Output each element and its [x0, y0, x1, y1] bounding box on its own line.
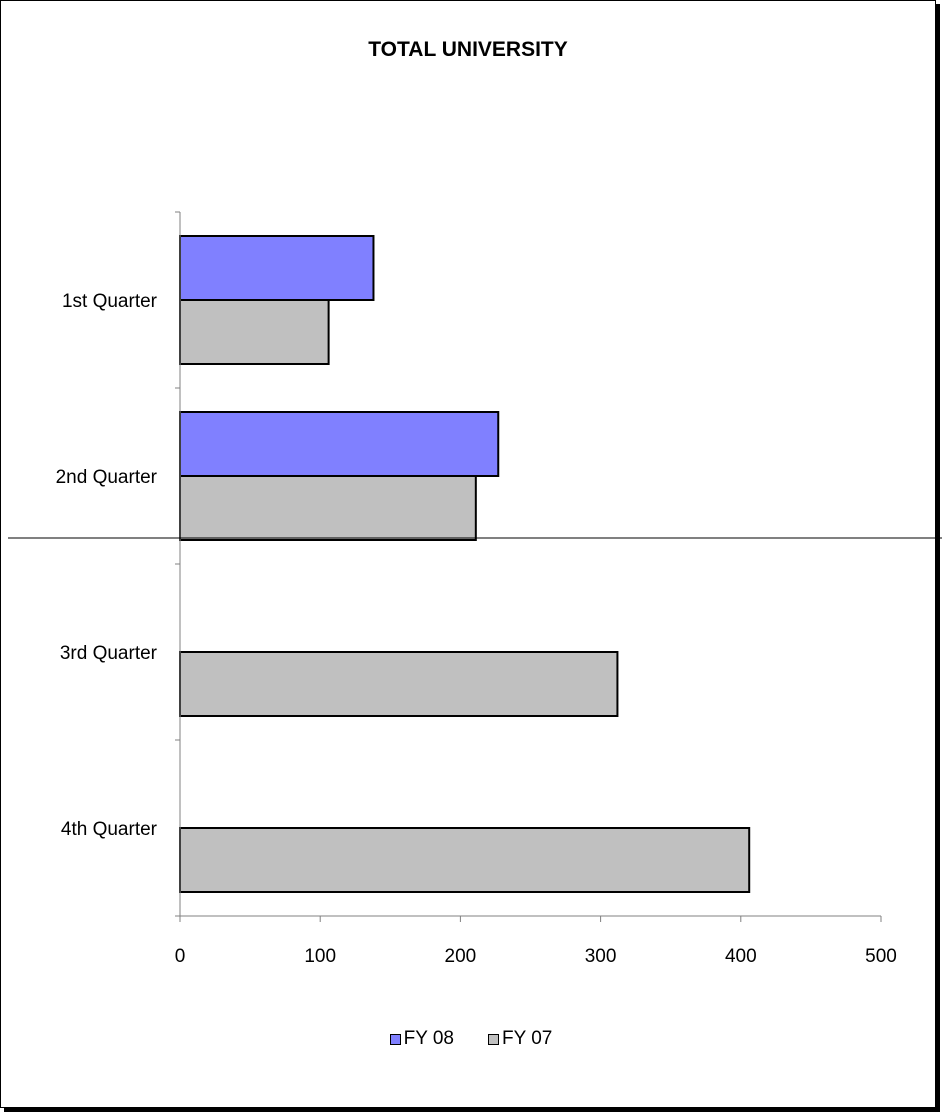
legend-label-fy07: FY 07: [502, 1028, 553, 1049]
x-tick-label: 300: [585, 946, 617, 967]
x-tick-label: 100: [304, 946, 336, 967]
legend-swatch-fy07: [488, 1033, 499, 1045]
legend-label-fy08: FY 08: [403, 1028, 454, 1049]
bar-fy07-2: [179, 475, 477, 541]
x-tick-label: 0: [175, 946, 186, 967]
category-label: 1st Quarter: [62, 291, 158, 312]
category-label: 2nd Quarter: [56, 467, 158, 488]
bar-fy07-4: [179, 827, 751, 893]
bar-fy07-3: [179, 651, 619, 717]
legend-swatch-fy08: [389, 1033, 401, 1045]
legend: FY 08 FY 07: [0, 1028, 942, 1050]
category-label: 3rd Quarter: [60, 643, 158, 664]
legend-item-fy07: FY 07: [488, 1028, 552, 1050]
category-label: 4th Quarter: [61, 819, 158, 840]
x-tick-label: 500: [865, 946, 897, 967]
bar-fy08-1: [179, 235, 375, 301]
x-tick-label: 200: [445, 946, 477, 967]
bar-fy08-2: [179, 411, 500, 477]
chart-title: TOTAL UNIVERSITY: [368, 38, 568, 61]
legend-item-fy08: FY 08: [389, 1028, 454, 1050]
bar-fy07-1: [179, 299, 330, 365]
x-tick-label: 400: [725, 946, 757, 967]
